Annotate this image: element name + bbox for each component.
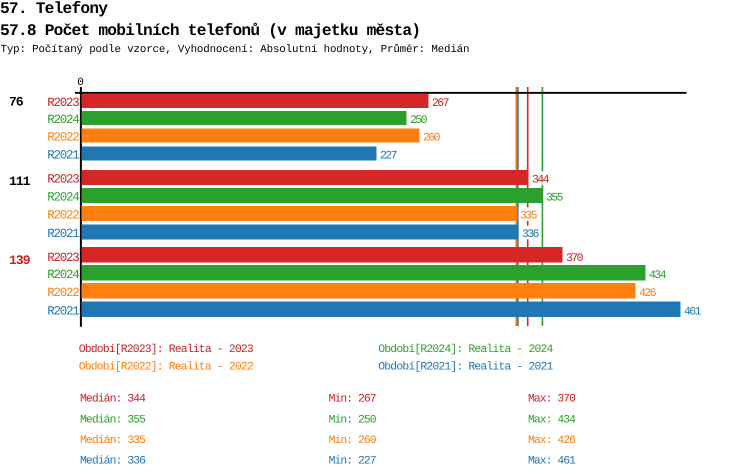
svg-text:Medián: 335: Medián: 335	[80, 434, 146, 447]
svg-text:R2023: R2023	[47, 251, 80, 265]
svg-text:Min: 260: Min: 260	[329, 434, 377, 447]
svg-text:57. Telefony: 57. Telefony	[0, 0, 108, 18]
svg-text:R2022: R2022	[47, 209, 80, 223]
svg-text:336: 336	[522, 228, 540, 241]
svg-text:Období[R2022]: Realita - 2022: Období[R2022]: Realita - 2022	[79, 360, 254, 373]
svg-text:370: 370	[566, 252, 584, 265]
svg-text:227: 227	[380, 150, 398, 163]
svg-text:R2022: R2022	[47, 286, 80, 300]
svg-text:139: 139	[9, 253, 31, 268]
svg-text:R2024: R2024	[47, 268, 80, 282]
svg-text:76: 76	[9, 94, 24, 109]
svg-text:R2023: R2023	[47, 173, 80, 187]
svg-text:Typ: Počítaný podle vzorce, Vy: Typ: Počítaný podle vzorce, Vyhodnocení:…	[1, 43, 470, 56]
svg-text:R2024: R2024	[47, 191, 80, 205]
svg-text:Období[R2021]: Realita - 2021: Období[R2021]: Realita - 2021	[378, 360, 553, 373]
svg-text:335: 335	[520, 210, 538, 223]
svg-text:Max: 434: Max: 434	[528, 414, 576, 426]
svg-text:Medián: 336: Medián: 336	[80, 455, 146, 468]
svg-text:461: 461	[684, 305, 702, 318]
svg-text:57.8 Počet mobilních telefonů: 57.8 Počet mobilních telefonů (v majetku…	[0, 22, 421, 40]
svg-text:434: 434	[649, 269, 667, 282]
svg-text:R2024: R2024	[47, 113, 80, 127]
svg-text:Období[R2024]: Realita - 2024: Období[R2024]: Realita - 2024	[378, 343, 553, 356]
svg-text:Max: 426: Max: 426	[528, 435, 576, 447]
svg-text:Min: 250: Min: 250	[329, 413, 377, 426]
svg-text:Min: 227: Min: 227	[329, 455, 377, 468]
svg-text:260: 260	[423, 132, 441, 145]
svg-text:355: 355	[546, 192, 564, 205]
svg-text:426: 426	[639, 287, 657, 300]
svg-text:R2021: R2021	[47, 149, 80, 163]
svg-text:250: 250	[410, 114, 428, 127]
svg-text:0: 0	[77, 77, 84, 89]
svg-text:Medián: 355: Medián: 355	[80, 413, 146, 426]
svg-text:267: 267	[432, 97, 450, 110]
svg-text:R2021: R2021	[47, 304, 80, 318]
svg-text:R2023: R2023	[47, 96, 80, 110]
svg-text:Medián: 344: Medián: 344	[80, 393, 146, 406]
svg-text:344: 344	[532, 174, 550, 187]
svg-text:Max: 461: Max: 461	[528, 456, 576, 468]
svg-text:111: 111	[9, 174, 31, 189]
svg-text:Min: 267: Min: 267	[329, 393, 377, 406]
svg-text:Max: 370: Max: 370	[528, 394, 576, 406]
svg-text:R2021: R2021	[47, 227, 80, 241]
svg-text:Období[R2023]: Realita - 2023: Období[R2023]: Realita - 2023	[79, 343, 254, 356]
svg-text:R2022: R2022	[47, 131, 80, 145]
